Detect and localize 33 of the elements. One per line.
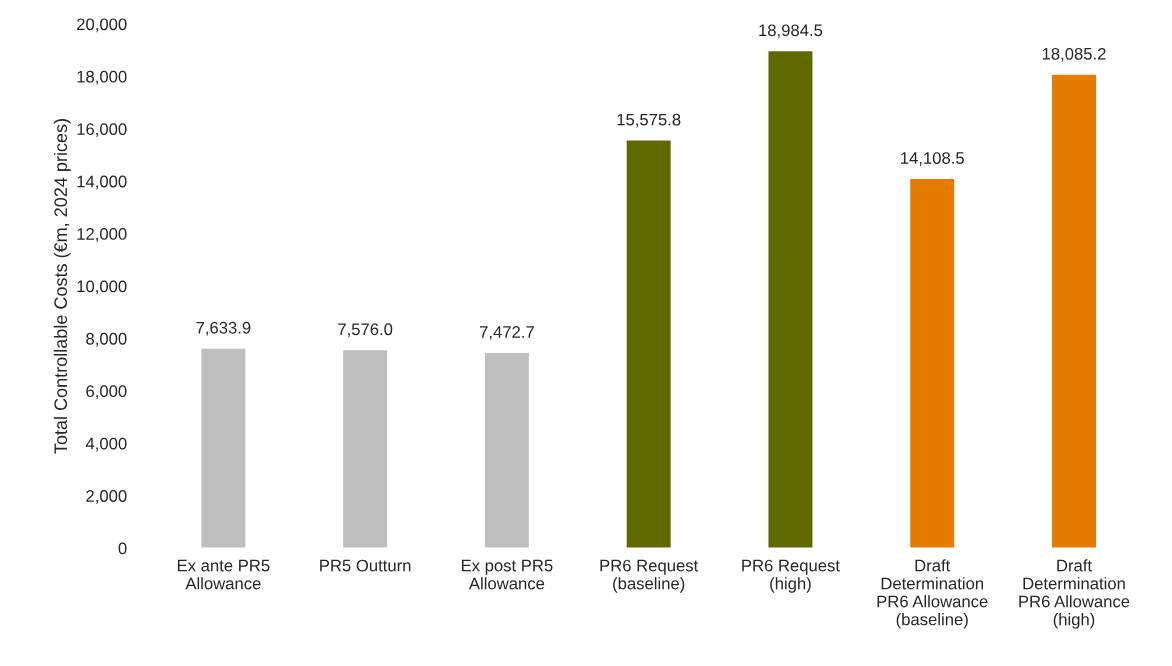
data-label: 18,085.2	[1042, 47, 1106, 62]
bar	[341, 348, 389, 549]
y-tick-label: 10,000	[77, 280, 127, 295]
y-tick-label: 16,000	[77, 123, 127, 137]
y-tick-label: 6,000	[86, 385, 127, 400]
x-tick-label: Draft Determination PR6 Allowance (high)	[1019, 559, 1130, 629]
y-tick-label: 12,000	[77, 228, 127, 242]
bar	[199, 347, 247, 549]
y-tick-label: 14,000	[77, 175, 127, 190]
x-tick-label: PR6 Request (baseline)	[600, 559, 699, 593]
y-tick-label: 18,000	[77, 70, 127, 85]
data-label: 7,472.7	[479, 326, 534, 340]
y-tick-label: 4,000	[85, 437, 127, 452]
bar	[625, 139, 673, 549]
x-tick-label: Ex post PR5 Allowance	[461, 559, 553, 590]
bar	[908, 177, 956, 549]
y-tick-label: 2,000	[86, 490, 127, 504]
y-tick-label: 8,000	[86, 332, 127, 347]
y-tick-label: 0	[118, 542, 127, 555]
data-label: 7,633.9	[196, 321, 251, 336]
x-tick-label: Ex ante PR5 Allowance	[177, 559, 270, 590]
x-tick-label: PR5 Outturn	[320, 559, 411, 572]
bar	[1050, 73, 1098, 549]
y-tick-label: 20,000	[77, 18, 127, 33]
x-tick-label: PR6 Request (high)	[742, 559, 840, 593]
x-tick-label: Draft Determination PR6 Allowance (baseline)	[877, 559, 988, 629]
data-label: 18,984.5	[759, 24, 823, 39]
bar	[767, 49, 814, 549]
bar	[483, 351, 531, 549]
data-label: 15,575.8	[617, 113, 681, 128]
data-label: 14,108.5	[901, 152, 964, 166]
y-axis-title: Total Controllable Costs (€m, 2024 prices)	[53, 119, 71, 454]
data-label: 7,576.0	[338, 323, 393, 338]
